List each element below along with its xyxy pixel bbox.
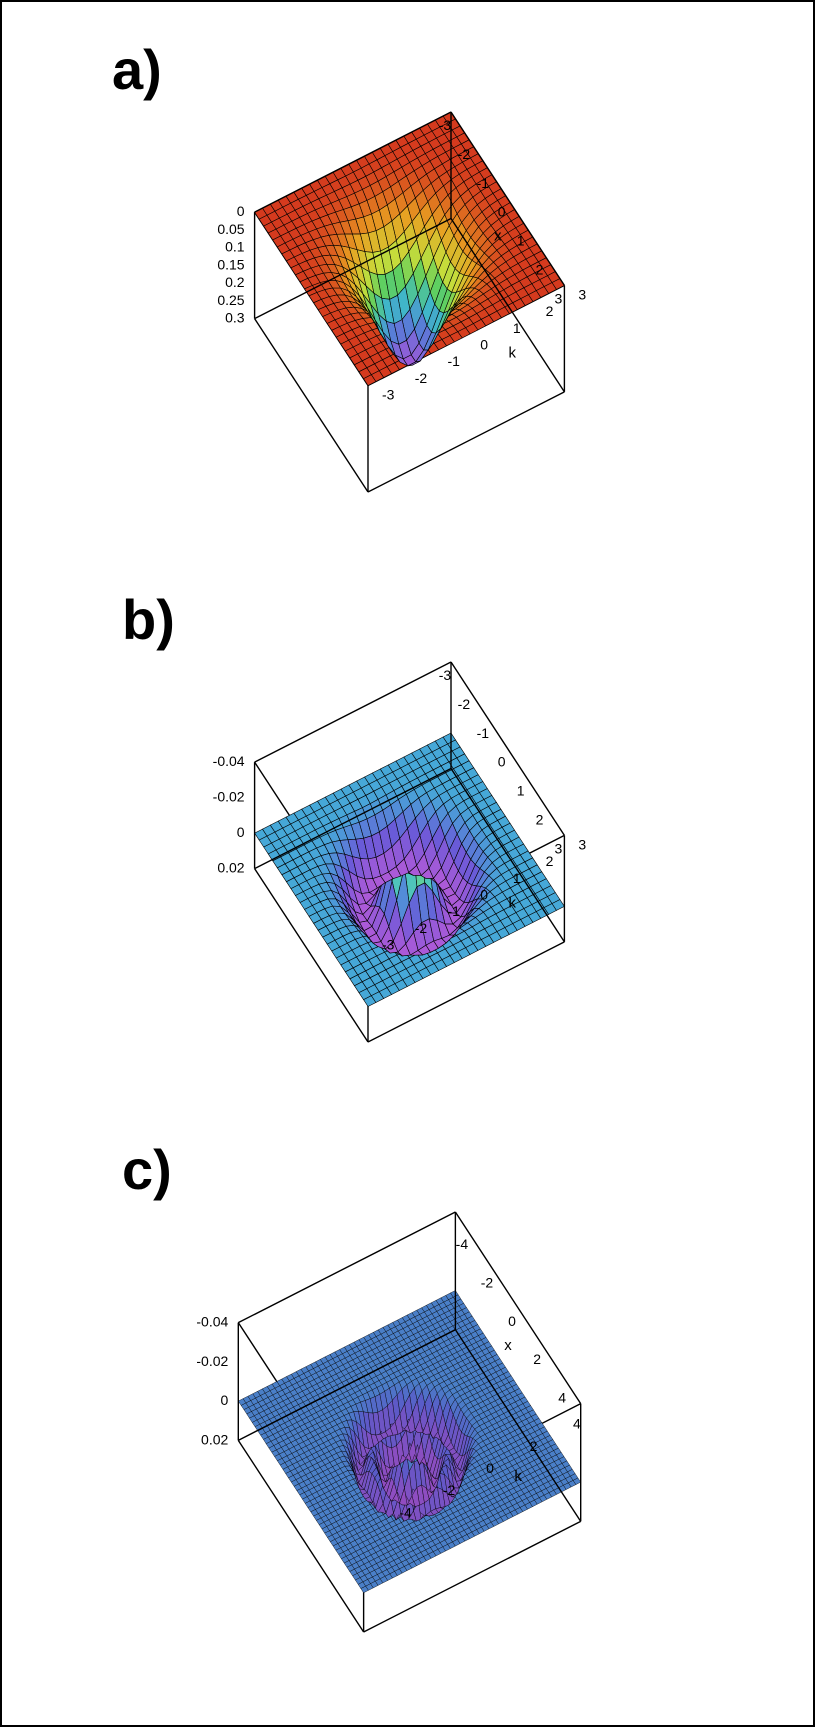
svg-text:0.1: 0.1	[225, 239, 245, 255]
figure-page: a) -3-2-10123-3-2-1012300.050.10.150.20.…	[0, 0, 815, 1727]
svg-text:-2: -2	[458, 146, 471, 162]
svg-text:-0.04: -0.04	[196, 1314, 228, 1330]
svg-text:4: 4	[558, 1389, 566, 1405]
svg-text:-0.02: -0.02	[213, 789, 245, 805]
svg-text:3: 3	[578, 836, 586, 852]
svg-text:0: 0	[237, 824, 245, 840]
svg-text:1: 1	[513, 320, 521, 336]
svg-text:2: 2	[530, 1438, 538, 1454]
svg-text:0.2: 0.2	[225, 274, 245, 290]
svg-text:-1: -1	[477, 175, 490, 191]
svg-text:-1: -1	[447, 353, 460, 369]
svg-text:3: 3	[578, 286, 586, 302]
svg-text:0: 0	[237, 203, 245, 219]
panel-label-a: a)	[112, 37, 162, 102]
surface-plot-b: -3-2-10123-3-2-10123-0.04-0.0200.02k	[42, 592, 777, 1112]
svg-text:k: k	[508, 344, 516, 361]
svg-text:2: 2	[536, 262, 544, 278]
svg-text:-2: -2	[415, 370, 428, 386]
svg-text:1: 1	[517, 233, 525, 249]
svg-text:0: 0	[480, 336, 488, 352]
svg-text:0.02: 0.02	[217, 860, 244, 876]
svg-text:-3: -3	[382, 937, 395, 953]
svg-text:-1: -1	[447, 903, 460, 919]
svg-text:0.02: 0.02	[201, 1431, 228, 1447]
svg-text:0: 0	[480, 886, 488, 902]
svg-text:0: 0	[221, 1392, 229, 1408]
svg-text:0.15: 0.15	[217, 256, 244, 272]
panel-label-c: c)	[122, 1137, 172, 1202]
svg-text:-2: -2	[481, 1274, 494, 1290]
svg-text:1: 1	[517, 783, 525, 799]
svg-text:2: 2	[533, 1351, 541, 1367]
svg-text:0: 0	[486, 1460, 494, 1476]
panel-c: c) -4-2024-4-2024-0.04-0.0200.02xk	[42, 1142, 777, 1702]
svg-text:4: 4	[573, 1416, 581, 1432]
svg-text:2: 2	[546, 303, 554, 319]
svg-text:-4: -4	[456, 1236, 469, 1252]
panel-a: a) -3-2-10123-3-2-1012300.050.10.150.20.…	[42, 42, 777, 562]
svg-text:-2: -2	[443, 1482, 456, 1498]
svg-text:0.3: 0.3	[225, 310, 245, 326]
svg-text:0.05: 0.05	[217, 221, 244, 237]
svg-text:3: 3	[554, 840, 562, 856]
svg-text:-2: -2	[415, 920, 428, 936]
svg-text:-2: -2	[458, 696, 471, 712]
svg-text:k: k	[514, 1468, 522, 1485]
svg-text:k: k	[508, 894, 516, 911]
svg-text:-3: -3	[439, 117, 452, 133]
svg-text:0: 0	[498, 204, 506, 220]
svg-text:-3: -3	[382, 387, 395, 403]
surface-plot-a: -3-2-10123-3-2-1012300.050.10.150.20.250…	[42, 42, 777, 562]
svg-text:-3: -3	[439, 667, 452, 683]
svg-text:0: 0	[508, 1313, 516, 1329]
svg-text:0.25: 0.25	[217, 292, 244, 308]
svg-text:1: 1	[513, 870, 521, 886]
svg-text:0: 0	[498, 754, 506, 770]
svg-text:2: 2	[536, 812, 544, 828]
svg-text:3: 3	[554, 290, 562, 306]
surface-plot-c: -4 -2 0 2 4 -4 -2 0 2 4 -0.04 -0.02 0 0.02 x k	[42, 1142, 777, 1702]
svg-text:x: x	[504, 1337, 512, 1354]
svg-text:-0.04: -0.04	[213, 753, 245, 769]
svg-text:-1: -1	[477, 725, 490, 741]
panel-b: b) -3-2-10123-3-2-10123-0.04-0.0200.02k	[42, 592, 777, 1112]
svg-text:-0.02: -0.02	[196, 1353, 228, 1369]
svg-text:2: 2	[546, 853, 554, 869]
svg-text:x: x	[494, 228, 502, 245]
panel-label-b: b)	[122, 587, 175, 652]
svg-text:-4: -4	[399, 1504, 412, 1520]
